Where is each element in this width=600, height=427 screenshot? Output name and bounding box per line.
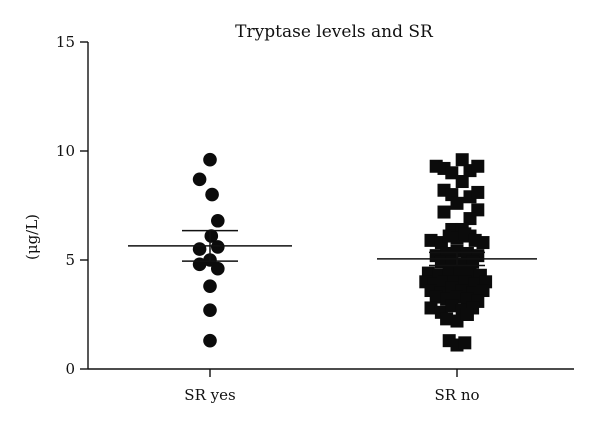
sr-no-point bbox=[424, 233, 438, 247]
sr-no-point bbox=[458, 227, 472, 241]
sr-yes-point bbox=[211, 240, 225, 254]
sr-no-point bbox=[445, 166, 459, 180]
y-tick-label: 15 bbox=[56, 33, 75, 51]
sr-no-point bbox=[445, 299, 459, 313]
sr-no-point bbox=[455, 175, 469, 189]
sr-yes-point bbox=[211, 261, 225, 276]
y-tick-label: 10 bbox=[56, 142, 75, 160]
sr-no-point bbox=[460, 308, 474, 321]
y-axis-label: (μg/L) bbox=[23, 214, 41, 260]
y-tick-label: 5 bbox=[65, 251, 75, 269]
x-tick-label: SR no bbox=[434, 386, 479, 404]
sr-no-point bbox=[450, 244, 464, 258]
sr-no-point bbox=[450, 196, 464, 210]
sr-no-point bbox=[463, 212, 477, 226]
sr-no-point bbox=[476, 236, 490, 250]
sr-yes-point bbox=[192, 257, 207, 272]
sr-yes-point bbox=[203, 303, 217, 317]
sr-yes-point bbox=[203, 333, 217, 348]
x-ticks: SR yes SR no bbox=[184, 369, 480, 404]
chart-title: Tryptase levels and SR bbox=[235, 22, 434, 42]
sr-yes-point bbox=[211, 213, 225, 228]
sr-no-point bbox=[455, 153, 469, 167]
sr-no-point bbox=[453, 264, 467, 278]
sr-yes-point bbox=[205, 187, 219, 202]
sr-no-point bbox=[450, 314, 464, 328]
sr-no-point bbox=[458, 336, 472, 350]
sr-no-point bbox=[424, 301, 438, 315]
y-tick-label: 0 bbox=[65, 360, 75, 378]
sr-yes-point bbox=[204, 229, 219, 243]
data-points bbox=[192, 152, 493, 352]
sr-no-point bbox=[471, 185, 485, 199]
x-tick-label: SR yes bbox=[184, 386, 235, 404]
sr-no-point bbox=[476, 284, 490, 298]
sr-no-point bbox=[440, 312, 454, 326]
sr-no-point bbox=[471, 159, 485, 173]
sr-yes-point bbox=[192, 172, 207, 187]
mean-error-bars bbox=[128, 229, 537, 267]
sr-yes-point bbox=[203, 152, 217, 167]
sr-yes-point bbox=[203, 279, 217, 293]
sr-no-point bbox=[429, 290, 443, 304]
sr-yes-point bbox=[192, 242, 207, 256]
sr-no-point bbox=[437, 205, 451, 219]
y-ticks: 0 5 10 15 bbox=[56, 33, 88, 378]
